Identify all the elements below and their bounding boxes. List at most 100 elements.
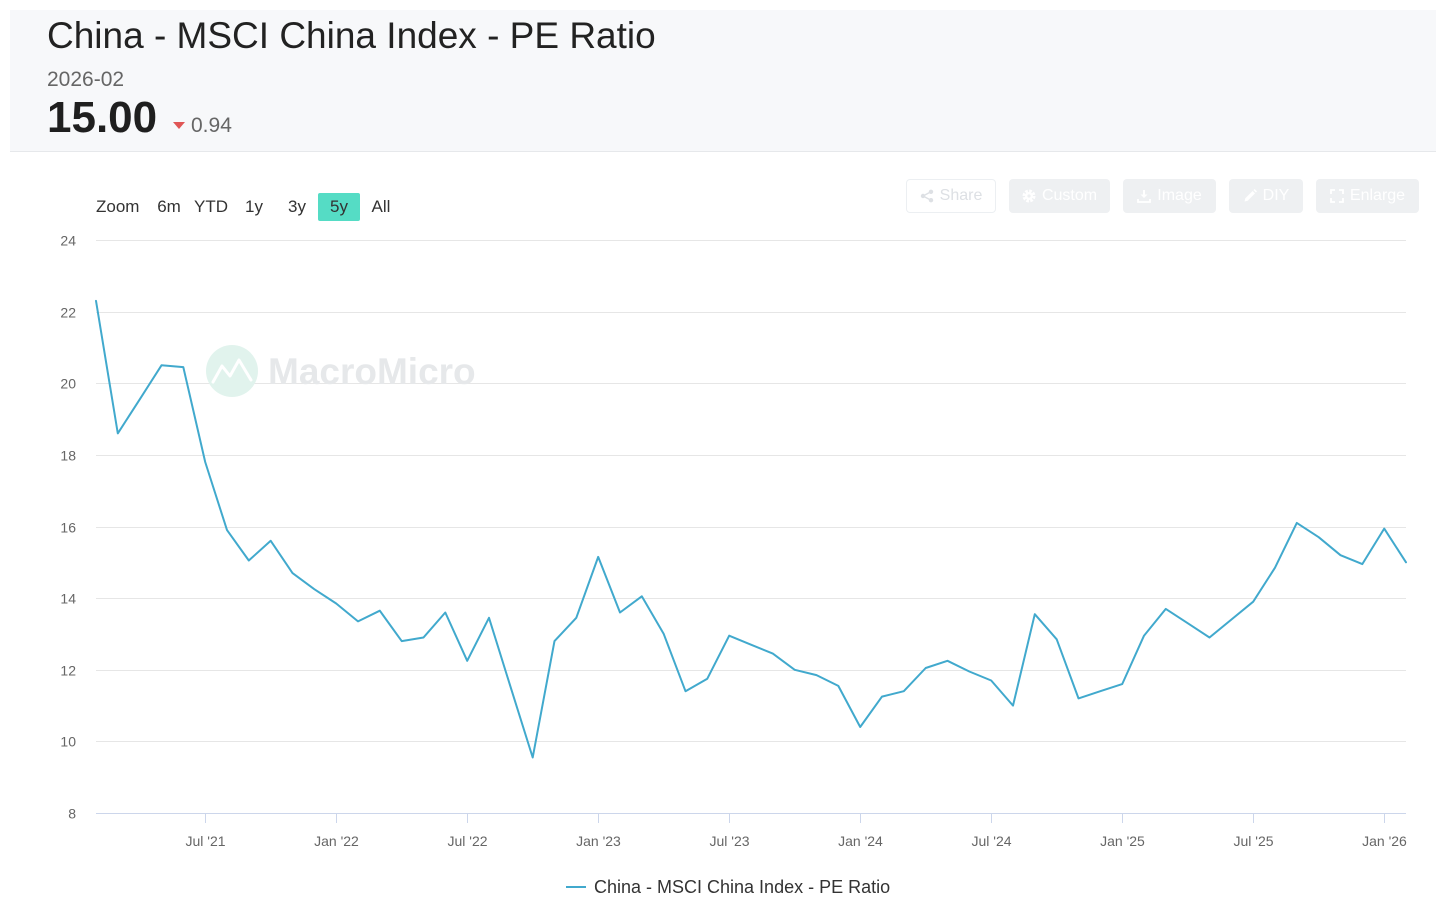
data-point[interactable] [463,657,471,665]
data-point[interactable] [1162,605,1170,613]
x-tick-label: Jul '24 [971,833,1011,849]
range-button-1y[interactable]: 1y [245,197,263,216]
data-point[interactable] [922,664,930,672]
data-point[interactable] [1118,680,1126,688]
data-point[interactable] [376,607,384,615]
data-point[interactable] [114,429,122,437]
image-button[interactable]: Image [1123,179,1216,213]
y-tick-label: 18 [60,448,76,464]
legend-item[interactable]: China - MSCI China Index - PE Ratio [566,877,890,898]
data-point[interactable] [900,687,908,695]
x-tick-label: Jan '26 [1362,833,1407,849]
range-button-3y[interactable]: 3y [288,197,306,216]
data-point[interactable] [965,668,973,676]
y-axis: 8 10 12 14 16 18 20 22 24 [60,233,76,822]
legend-swatch [566,886,586,888]
diy-button[interactable]: DIY [1229,179,1303,213]
series-line [95,299,1407,759]
data-point[interactable] [769,650,777,658]
change-value: 0.94 [191,114,232,137]
page-title: China - MSCI China Index - PE Ratio [47,15,656,56]
data-point[interactable] [856,723,864,731]
x-tick-label: Jul '23 [709,833,749,849]
data-point[interactable] [1096,687,1104,695]
data-point[interactable] [245,557,253,565]
data-point[interactable] [791,666,799,674]
data-point[interactable] [1271,564,1279,572]
data-point[interactable] [179,363,187,371]
data-point[interactable] [310,585,318,593]
download-icon [1137,189,1152,203]
data-point[interactable] [616,609,624,617]
data-point[interactable] [507,684,515,692]
y-tick-label: 8 [68,806,76,822]
data-point[interactable] [1053,635,1061,643]
data-point[interactable] [158,361,166,369]
data-point[interactable] [703,675,711,683]
data-point[interactable] [420,634,428,642]
range-button-6m[interactable]: 6m [157,197,181,216]
data-point[interactable] [551,637,559,645]
data-point[interactable] [813,671,821,679]
data-point[interactable] [987,677,995,685]
y-gridlines [96,240,1406,814]
caret-down-icon [173,122,185,129]
data-point[interactable] [1380,525,1388,533]
data-point[interactable] [1227,616,1235,624]
data-point[interactable] [725,632,733,640]
data-point[interactable] [289,569,297,577]
data-point[interactable] [1402,558,1410,566]
legend-label: China - MSCI China Index - PE Ratio [594,876,891,897]
x-tick-label: Jul '21 [185,833,225,849]
data-point[interactable] [1031,610,1039,618]
range-button-ytd[interactable]: YTD [194,197,228,216]
zoom-label: Zoom [96,197,140,216]
data-point[interactable] [878,693,886,701]
range-button-5y[interactable]: 5y [318,193,360,221]
data-point[interactable] [1206,634,1214,642]
share-button[interactable]: Share [906,179,996,213]
enlarge-button[interactable]: Enlarge [1316,179,1419,213]
series-group [92,297,1410,762]
data-point[interactable] [1009,702,1017,710]
data-point[interactable] [1140,632,1148,640]
data-point[interactable] [92,297,100,305]
data-point[interactable] [529,754,537,762]
data-point[interactable] [834,682,842,690]
watermark: MacroMicro [206,345,476,397]
expand-icon [1330,189,1344,203]
data-point[interactable] [1358,560,1366,568]
data-point[interactable] [354,617,362,625]
data-point[interactable] [1293,519,1301,527]
data-point[interactable] [441,609,449,617]
custom-button[interactable]: Custom [1009,179,1110,213]
data-point[interactable] [223,526,231,534]
data-point[interactable] [1315,533,1323,541]
data-point[interactable] [594,553,602,561]
range-button-all[interactable]: All [371,197,391,216]
data-point[interactable] [1249,598,1257,606]
data-point[interactable] [572,614,580,622]
latest-value: 15.00 [47,93,158,142]
y-tick-label: 12 [60,663,76,679]
data-point[interactable] [747,641,755,649]
data-point[interactable] [332,600,340,608]
x-tick-label: Jan '25 [1100,833,1145,849]
data-point[interactable] [201,458,209,466]
y-tick-label: 16 [60,520,76,536]
y-tick-label: 10 [60,734,76,750]
data-point[interactable] [638,592,646,600]
data-point[interactable] [136,395,144,403]
macromicro-logo-icon [206,345,258,397]
data-point[interactable] [944,657,952,665]
share-icon [920,189,934,203]
data-point[interactable] [398,637,406,645]
data-point[interactable] [1184,619,1192,627]
data-point[interactable] [485,614,493,622]
data-point[interactable] [660,630,668,638]
data-point[interactable] [1075,694,1083,702]
data-point[interactable] [682,687,690,695]
data-point[interactable] [267,537,275,545]
data-point[interactable] [1337,551,1345,559]
y-tick-label: 20 [60,376,76,392]
